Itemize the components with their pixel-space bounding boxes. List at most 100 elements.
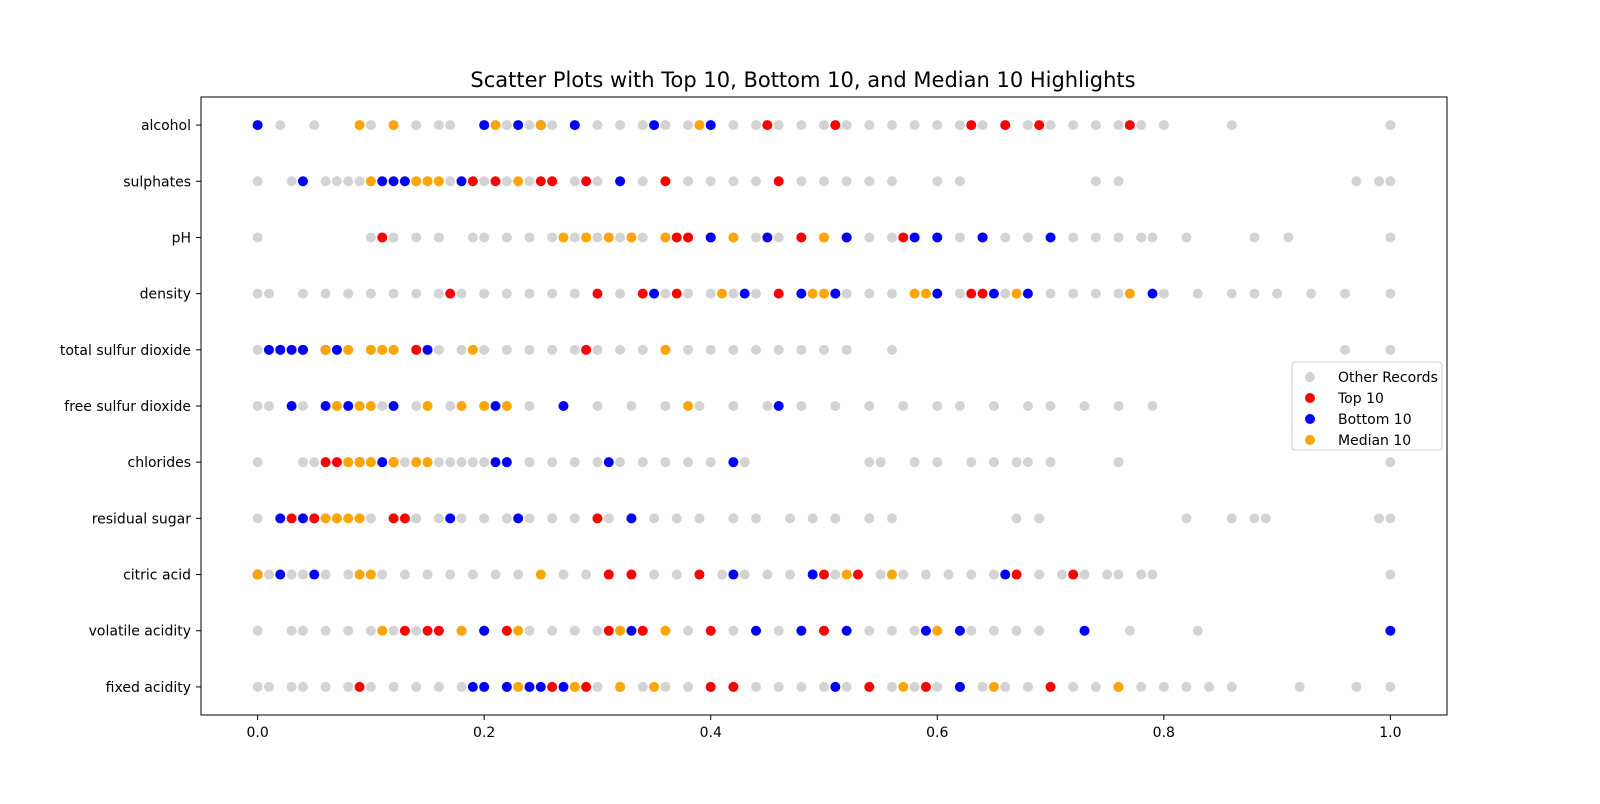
median-point <box>422 401 433 411</box>
other-point <box>1158 120 1169 131</box>
top-point <box>603 569 614 580</box>
other-point <box>1113 176 1124 187</box>
other-point <box>773 344 784 355</box>
median-point <box>456 625 467 636</box>
bottom-point <box>377 176 388 187</box>
other-point <box>433 288 444 299</box>
other-point <box>841 681 852 692</box>
other-point <box>547 344 558 355</box>
other-point <box>569 288 580 299</box>
other-point <box>524 120 535 131</box>
bottom-point <box>830 681 841 692</box>
other-point <box>966 625 977 636</box>
other-point <box>728 120 739 131</box>
other-point <box>694 513 705 524</box>
top-point <box>1068 569 1079 580</box>
y-tick-label: citric acid <box>123 568 191 584</box>
other-point <box>909 120 920 131</box>
other-point <box>886 176 897 187</box>
other-point <box>456 457 467 468</box>
other-point <box>864 232 875 243</box>
other-point <box>660 681 671 692</box>
other-point <box>388 681 399 692</box>
other-point <box>728 625 739 636</box>
median-point <box>377 344 388 355</box>
median-point <box>988 681 999 692</box>
other-point <box>649 513 660 524</box>
bottom-point <box>762 232 773 243</box>
other-point <box>954 120 965 131</box>
other-point <box>524 344 535 355</box>
bottom-point <box>422 344 433 355</box>
other-point <box>252 457 263 468</box>
other-point <box>683 344 694 355</box>
top-point <box>626 569 637 580</box>
median-point <box>569 681 580 692</box>
top-point <box>1045 681 1056 692</box>
bottom-point <box>558 681 569 692</box>
top-point <box>864 681 875 692</box>
median-point <box>377 625 388 636</box>
median-point <box>456 401 467 411</box>
median-point <box>388 457 399 468</box>
median-point <box>354 401 365 411</box>
other-point <box>286 681 297 692</box>
other-point <box>1022 120 1033 131</box>
other-point <box>819 120 829 131</box>
other-point <box>524 288 535 299</box>
top-point <box>1011 569 1022 580</box>
other-point <box>886 232 897 243</box>
other-point <box>683 120 694 131</box>
bottom-point <box>603 457 614 468</box>
y-tick-label: residual sugar <box>92 511 192 527</box>
other-point <box>1068 232 1079 243</box>
other-point <box>547 120 558 131</box>
other-point <box>683 625 694 636</box>
other-point <box>252 625 263 636</box>
other-point <box>1011 625 1022 636</box>
bottom-point <box>1022 288 1033 299</box>
top-point <box>660 176 671 187</box>
other-point <box>705 344 716 355</box>
other-point <box>399 457 410 468</box>
other-point <box>1068 120 1079 131</box>
other-point <box>637 176 648 187</box>
top-point <box>637 625 648 636</box>
top-point <box>501 625 512 636</box>
other-point <box>1351 681 1362 692</box>
other-point <box>547 625 558 636</box>
bottom-point <box>490 457 501 468</box>
top-point <box>762 120 773 131</box>
other-point <box>864 401 875 411</box>
other-point <box>830 569 841 580</box>
top-point <box>354 681 365 692</box>
bottom-point <box>954 681 965 692</box>
other-point <box>819 344 829 355</box>
top-point <box>411 344 422 355</box>
bottom-point <box>501 457 512 468</box>
other-point <box>388 232 399 243</box>
top-point <box>637 288 648 299</box>
other-point <box>524 625 535 636</box>
other-point <box>547 232 558 243</box>
other-point <box>988 625 999 636</box>
y-axis: alcohol sulphates pH density total sulfur di… <box>60 118 201 696</box>
other-point <box>1294 681 1305 692</box>
bottom-point <box>807 569 818 580</box>
other-point <box>286 176 297 187</box>
other-point <box>988 401 999 411</box>
other-point <box>456 288 467 299</box>
other-point <box>683 681 694 692</box>
other-point <box>343 288 354 299</box>
other-point <box>1385 457 1396 468</box>
other-point <box>524 232 535 243</box>
other-point <box>1000 681 1011 692</box>
other-point <box>411 681 422 692</box>
median-point <box>433 176 444 187</box>
other-point <box>864 513 875 524</box>
other-point <box>365 625 376 636</box>
median-point <box>1124 288 1135 299</box>
other-point <box>365 288 376 299</box>
bottom-point <box>615 176 626 187</box>
bottom-point <box>830 288 841 299</box>
